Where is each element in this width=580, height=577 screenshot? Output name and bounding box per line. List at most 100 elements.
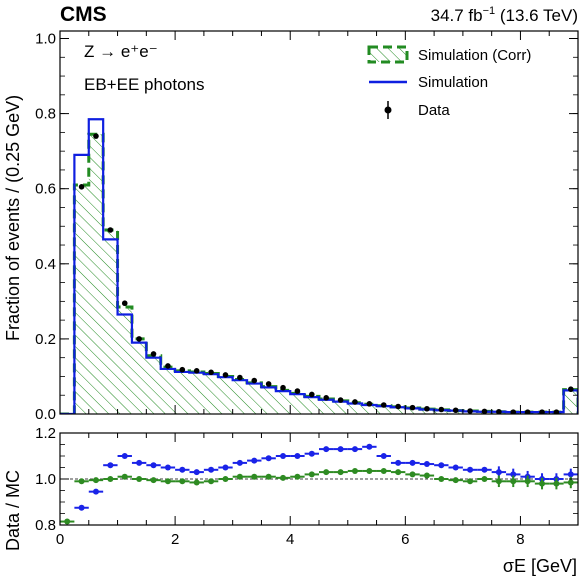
main-y-tick-label: 0.8: [35, 106, 56, 123]
ratio-sim-point: [409, 459, 416, 466]
x-tick-label: 0: [56, 531, 64, 548]
ratio-corr-point: [380, 467, 387, 474]
ratio-sim-point: [150, 462, 157, 469]
ratio-sim-point: [438, 462, 445, 469]
main-y-tick-label: 0.4: [35, 256, 56, 273]
ratio-corr-point: [136, 476, 143, 482]
main-y-tick-label: 0.2: [35, 331, 56, 348]
ratio-sim-point: [481, 466, 488, 473]
data-point: [323, 395, 329, 401]
ratio-corr-point: [150, 477, 157, 484]
ratio-corr-point: [251, 473, 258, 480]
ratio-corr-point: [510, 478, 517, 485]
ratio-sim-point: [236, 459, 243, 466]
data-point: [136, 336, 142, 342]
x-tick-label: 4: [286, 531, 294, 548]
data-point: [251, 377, 258, 384]
data-point: [150, 351, 157, 357]
ratio-y-axis-title: Data / MC: [3, 470, 23, 551]
legend-label-corr: Simulation (Corr): [418, 47, 531, 64]
data-point: [510, 409, 517, 414]
ratio-sim-point: [380, 453, 387, 459]
experiment-label: CMS: [60, 3, 107, 26]
data-point: [208, 369, 214, 376]
ratio-corr-point: [179, 478, 186, 485]
data-point: [107, 227, 114, 233]
x-tick-label: 2: [171, 531, 179, 548]
ratio-sim-point: [567, 471, 574, 478]
ratio-sim-point: [280, 453, 287, 459]
data-point: [309, 391, 315, 398]
luminosity-label: 34.7 fb−1 (13.6 TeV): [431, 5, 578, 25]
ratio-corr-point: [164, 478, 171, 485]
ratio-corr-point: [222, 476, 229, 482]
ratio-sim-point: [222, 464, 229, 471]
data-point: [452, 407, 459, 414]
main-panel: 0.0 0.2 0.4 0.6 0.8 1.0 Fraction of events / …: [3, 30, 579, 423]
ratio-sim-point: [323, 446, 330, 453]
ratio-sim-point: [337, 446, 344, 453]
data-point: [179, 366, 186, 373]
data-point: [409, 404, 416, 411]
ratio-corr-point: [395, 469, 402, 476]
ratio-corr-point: [495, 478, 502, 485]
ratio-corr-point: [438, 476, 445, 482]
ratio-corr-point: [481, 476, 488, 482]
process-label: Z → e⁺e⁻: [84, 42, 158, 61]
ratio-sim-point: [423, 461, 430, 468]
data-point: [193, 368, 200, 374]
ratio-y-tick-label: 1.2: [35, 425, 56, 442]
main-y-axis-title: Fraction of events / (0.25 GeV): [3, 95, 23, 341]
ratio-corr-point: [107, 476, 114, 482]
data-point: [165, 363, 171, 369]
ratio-sim-point: [121, 453, 128, 459]
ratio-sim-point: [294, 453, 301, 459]
ratio-corr-point: [64, 518, 71, 525]
data-point: [265, 381, 272, 387]
ratio-corr-point: [409, 471, 416, 478]
ratio-corr-point: [92, 477, 99, 484]
data-point: [222, 372, 229, 378]
ratio-sim-point: [164, 464, 171, 471]
data-point: [352, 399, 358, 405]
ratio-sim-point: [78, 504, 85, 511]
ratio-sim-point: [510, 471, 517, 478]
ratio-corr-point: [308, 471, 315, 478]
ratio-corr-point: [294, 473, 301, 480]
ratio-corr-point: [337, 469, 344, 476]
ratio-corr-point: [423, 472, 430, 479]
data-point: [395, 403, 401, 410]
data-point: [366, 401, 373, 407]
ratio-corr-point: [524, 478, 531, 485]
ratio-corr-point: [351, 467, 358, 474]
legend-label-sim: Simulation: [418, 74, 488, 91]
ratio-y-tick-label: 0.8: [35, 517, 56, 534]
ratio-sim-point: [452, 464, 459, 471]
legend-swatch-corr: [367, 45, 409, 64]
data-point: [524, 409, 531, 414]
x-tick-label: 8: [516, 531, 524, 548]
ratio-sim-point: [193, 469, 200, 476]
ratio-corr-point: [539, 480, 546, 487]
x-tick-label: 6: [401, 531, 409, 548]
data-point: [78, 184, 85, 190]
ratio-corr-point: [280, 474, 287, 481]
ratio-corr-point: [236, 473, 243, 480]
corr-hist-fill: [60, 134, 578, 414]
data-point: [481, 408, 488, 414]
ratio-corr-point: [323, 469, 330, 476]
data-point: [237, 374, 243, 381]
data-point: [93, 133, 99, 139]
ratio-corr-point: [452, 477, 459, 484]
ratio-sim-point: [467, 466, 474, 473]
ratio-sim-point: [92, 488, 99, 495]
data-point: [467, 408, 473, 414]
data-point: [424, 405, 430, 412]
data-point: [337, 397, 344, 403]
data-point: [496, 408, 502, 414]
ratio-sim-point: [208, 466, 215, 473]
legend-swatch-data-marker: [384, 106, 392, 114]
ratio-sim-point: [136, 459, 143, 466]
ratio-corr-point: [366, 467, 373, 474]
